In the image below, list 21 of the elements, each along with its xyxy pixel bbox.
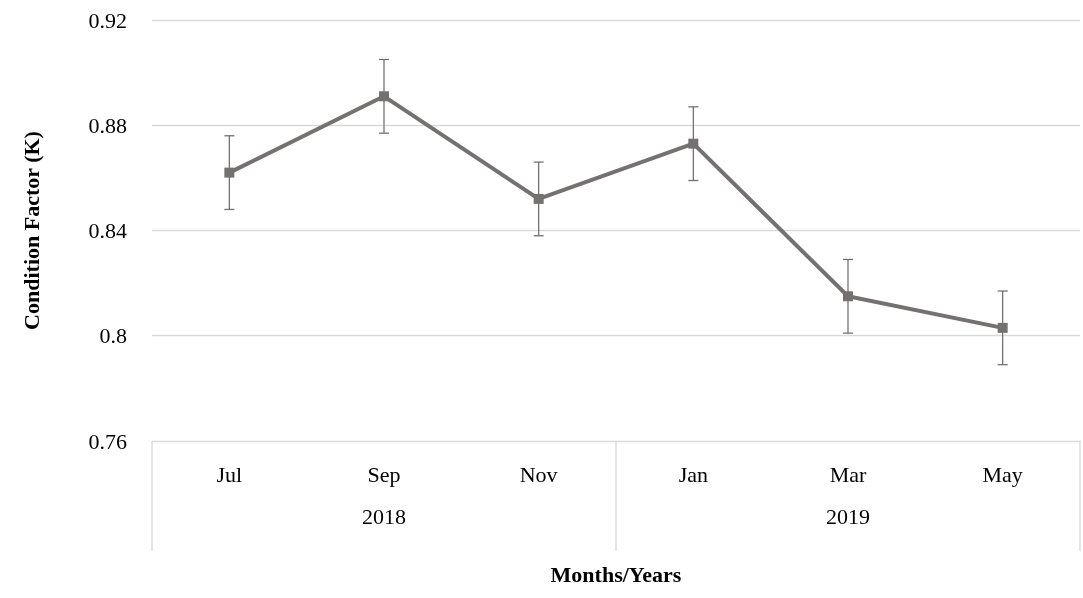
x-tick-label: Nov	[519, 461, 558, 487]
point	[843, 291, 853, 302]
point	[533, 193, 544, 204]
text: 2019	[826, 503, 870, 529]
point	[224, 167, 235, 178]
x-axis-title: Months/Years	[550, 561, 682, 587]
y-tick-label: 0.84	[88, 218, 127, 243]
x-tick-label: Mar	[829, 461, 867, 487]
x-tick-label: May	[982, 461, 1023, 487]
x-tick-label: Jul	[216, 461, 243, 487]
y-tick-label: 0.88	[88, 112, 127, 138]
x-tick-label: Sep	[367, 461, 401, 487]
y-axis-title: Condition Factor (K)	[18, 131, 44, 330]
text: 2018	[362, 503, 406, 529]
point	[997, 322, 1008, 333]
point	[688, 138, 699, 149]
y-tick-label: 0.76	[88, 428, 127, 454]
x-tick-label: Jan	[678, 461, 708, 487]
point	[379, 91, 389, 102]
y-tick-label: 0.8	[99, 323, 127, 349]
y-tick-label: 0.92	[88, 7, 127, 33]
